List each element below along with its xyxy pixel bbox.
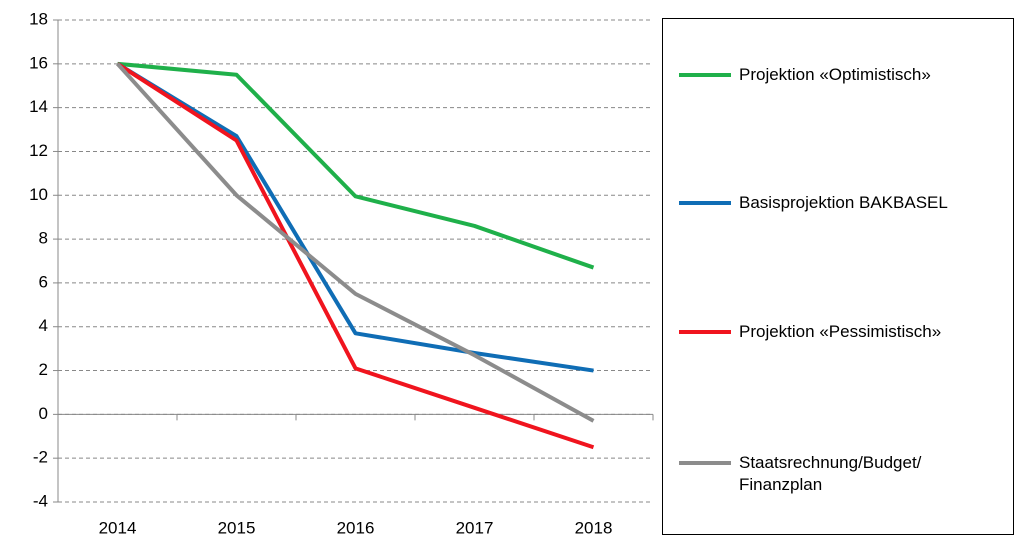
series-line [116,62,595,450]
x-tick-label: 2017 [456,518,494,537]
legend-swatch [679,461,731,465]
y-tick-label: 14 [29,97,48,116]
legend-entry: Basisprojektion BAKBASEL [679,192,948,214]
y-tick-label: -4 [33,491,48,510]
legend-entry: Projektion «Optimistisch» [679,64,931,86]
y-tick-label: -2 [33,448,48,467]
legend-swatch [679,201,731,205]
y-tick-label: 8 [39,229,48,248]
legend-swatch [679,73,731,77]
y-tick-label: 10 [29,185,48,204]
series-line [116,62,595,423]
legend-label: Projektion «Optimistisch» [739,65,931,84]
legend-label: Projektion «Pessimistisch» [739,322,942,341]
y-tick-label: 18 [29,9,48,28]
x-tick-label: 2015 [218,518,256,537]
legend-label: Staatsrechnung/Budget/ Finanzplan [739,453,922,494]
y-tick-label: 0 [39,404,48,423]
y-tick-label: 4 [39,316,48,335]
legend-swatch [679,330,731,334]
y-tick-label: 6 [39,272,48,291]
plot: -4 -2 0 2 4 6 8 10 12 14 16 18 2014 2015 2016 2017 2018 [29,9,654,537]
legend-entry: Projektion «Pessimistisch» [679,321,941,343]
y-tick-label: 12 [29,141,48,160]
series-line [117,61,595,270]
legend: Projektion «Optimistisch» Basisprojektion… [662,18,1014,535]
series-line [116,62,594,373]
x-tick-label: 2016 [337,518,375,537]
x-tick-label: 2018 [575,518,613,537]
legend-entry: Staatsrechnung/Budget/ Finanzplan [679,452,999,496]
x-tick-label: 2014 [99,518,137,537]
y-tick-label: 2 [39,360,48,379]
legend-label: Basisprojektion BAKBASEL [739,193,948,212]
y-tick-label: 16 [29,53,48,72]
